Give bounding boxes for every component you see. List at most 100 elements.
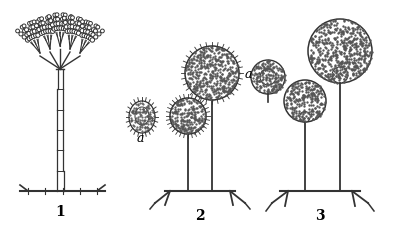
- Circle shape: [67, 20, 71, 24]
- Circle shape: [64, 26, 68, 30]
- Circle shape: [67, 30, 72, 34]
- Circle shape: [53, 18, 57, 22]
- Circle shape: [52, 28, 56, 32]
- Circle shape: [84, 35, 89, 39]
- Circle shape: [89, 32, 93, 36]
- Circle shape: [38, 18, 41, 22]
- Circle shape: [80, 30, 84, 34]
- Circle shape: [92, 29, 96, 33]
- Circle shape: [22, 30, 26, 34]
- Circle shape: [39, 23, 43, 27]
- Circle shape: [47, 16, 51, 19]
- Circle shape: [88, 37, 93, 42]
- Circle shape: [16, 30, 20, 34]
- Circle shape: [29, 36, 34, 40]
- Circle shape: [34, 25, 38, 29]
- Circle shape: [22, 36, 26, 40]
- Circle shape: [100, 30, 104, 34]
- Circle shape: [30, 22, 34, 25]
- Circle shape: [19, 33, 23, 37]
- Circle shape: [41, 22, 45, 26]
- Circle shape: [77, 23, 81, 27]
- Circle shape: [54, 23, 58, 27]
- Circle shape: [32, 21, 36, 25]
- Circle shape: [62, 17, 66, 21]
- Circle shape: [34, 34, 38, 38]
- Circle shape: [63, 14, 67, 18]
- Text: a: a: [244, 67, 252, 80]
- Circle shape: [36, 25, 40, 29]
- Circle shape: [37, 28, 41, 33]
- Circle shape: [82, 34, 86, 38]
- Circle shape: [60, 22, 64, 27]
- Circle shape: [70, 30, 74, 34]
- Circle shape: [65, 30, 70, 34]
- Circle shape: [68, 25, 72, 30]
- Circle shape: [52, 26, 56, 30]
- Circle shape: [30, 31, 34, 35]
- Circle shape: [42, 26, 46, 30]
- Circle shape: [36, 30, 40, 34]
- Circle shape: [79, 28, 83, 33]
- Circle shape: [79, 18, 82, 22]
- Circle shape: [61, 27, 66, 31]
- Circle shape: [68, 16, 72, 20]
- Text: a: a: [136, 132, 144, 145]
- Circle shape: [96, 26, 100, 30]
- Circle shape: [300, 112, 310, 123]
- Circle shape: [46, 17, 50, 20]
- Circle shape: [56, 22, 60, 27]
- Circle shape: [22, 25, 26, 29]
- Circle shape: [74, 26, 78, 30]
- Circle shape: [65, 24, 70, 28]
- Text: 1: 1: [55, 204, 65, 218]
- Circle shape: [26, 39, 30, 43]
- Circle shape: [70, 17, 74, 20]
- Circle shape: [84, 30, 88, 34]
- Circle shape: [50, 30, 55, 34]
- Circle shape: [94, 25, 98, 29]
- Circle shape: [82, 25, 86, 29]
- Circle shape: [76, 27, 80, 31]
- Circle shape: [94, 30, 98, 34]
- Circle shape: [31, 26, 35, 30]
- Circle shape: [74, 31, 79, 35]
- Circle shape: [80, 34, 84, 38]
- Circle shape: [24, 29, 28, 33]
- Circle shape: [76, 18, 80, 22]
- Circle shape: [48, 21, 52, 25]
- Circle shape: [29, 27, 33, 30]
- Circle shape: [70, 25, 74, 30]
- Circle shape: [53, 21, 57, 25]
- Ellipse shape: [135, 108, 149, 125]
- Circle shape: [84, 21, 88, 25]
- Text: 3: 3: [315, 208, 325, 222]
- Circle shape: [75, 22, 79, 26]
- Circle shape: [36, 34, 40, 38]
- Circle shape: [332, 68, 348, 84]
- Circle shape: [62, 23, 66, 27]
- Text: 2: 2: [195, 208, 205, 222]
- Circle shape: [44, 30, 48, 35]
- Circle shape: [60, 18, 64, 22]
- Circle shape: [39, 32, 44, 36]
- Circle shape: [25, 33, 29, 38]
- Circle shape: [86, 22, 90, 25]
- Circle shape: [53, 14, 57, 18]
- Circle shape: [91, 33, 95, 38]
- Circle shape: [64, 28, 68, 32]
- Circle shape: [46, 25, 50, 30]
- Circle shape: [59, 27, 63, 31]
- Circle shape: [85, 26, 89, 30]
- Circle shape: [76, 32, 81, 36]
- Circle shape: [31, 35, 36, 39]
- Circle shape: [97, 33, 101, 37]
- Circle shape: [63, 21, 67, 25]
- Circle shape: [55, 14, 59, 18]
- Circle shape: [63, 18, 67, 22]
- Circle shape: [48, 30, 53, 34]
- Circle shape: [28, 22, 31, 26]
- Circle shape: [70, 21, 74, 25]
- Circle shape: [50, 24, 55, 28]
- Circle shape: [41, 31, 46, 35]
